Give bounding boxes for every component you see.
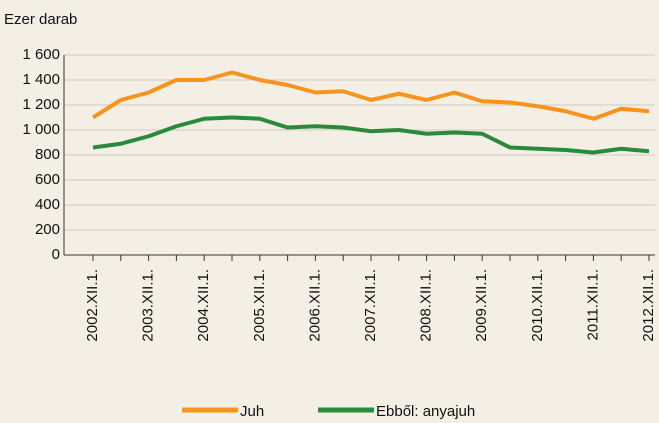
y-tick-label: 0 — [52, 246, 60, 263]
x-tick-label: 2010.XII.1. — [529, 269, 546, 342]
x-tick-label: 2008.XII.1. — [418, 269, 435, 342]
x-tick-label: 2003.XII.1. — [140, 269, 157, 342]
y-tick-label: 1 600 — [22, 46, 60, 63]
y-tick-label: 800 — [35, 146, 60, 163]
legend-label: Juh — [240, 403, 264, 420]
x-tick-label: 2002.XII.1. — [84, 269, 101, 342]
x-tick-label: 2006.XII.1. — [306, 269, 323, 342]
y-tick-label: 1 000 — [22, 121, 60, 138]
x-tick-label: 2011.XII.1. — [584, 269, 601, 340]
y-axis-label: Ezer darab — [4, 11, 77, 28]
y-tick-label: 400 — [35, 196, 60, 213]
line-series — [92, 115, 650, 155]
x-tick-label: 2004.XII.1. — [195, 269, 212, 342]
x-tick-label: 2005.XII.1. — [251, 269, 268, 342]
legend-label: Ebből: anyajuh — [376, 403, 475, 420]
y-tick-label: 200 — [35, 221, 60, 238]
x-tick-label: 2007.XII.1. — [362, 269, 379, 342]
x-tick-label: 2009.XII.1. — [473, 269, 490, 342]
y-tick-label: 600 — [35, 171, 60, 188]
y-tick-label: 1 200 — [22, 96, 60, 113]
y-tick-label: 1 400 — [22, 71, 60, 88]
x-tick-label: 2012.XII.1. — [640, 269, 657, 342]
line-series — [91, 70, 650, 121]
